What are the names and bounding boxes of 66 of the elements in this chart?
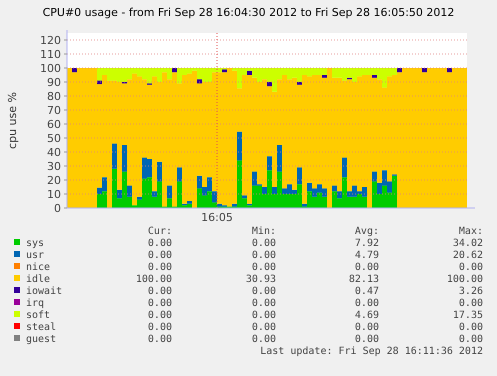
text: 0.00	[148, 310, 172, 321]
chart-title: CPU#0 usage - from Fri Sep 28 16:04:30 2012 to Fri Sep 28 16:05:50 2012	[42, 6, 454, 19]
text: 0.00	[354, 298, 379, 309]
text: 0.00	[252, 334, 276, 345]
y-tick-label: 80	[47, 90, 61, 103]
text: 0.00	[354, 334, 379, 345]
legend-label: sys	[26, 238, 44, 249]
legend-label: idle	[26, 274, 50, 285]
y-tick-label: 120	[40, 34, 61, 47]
text: Min:	[252, 226, 276, 237]
text: 100.00	[446, 274, 483, 285]
y-tick-label: 40	[47, 146, 61, 159]
y-tick-label: 10	[47, 188, 61, 201]
text: 0.00	[252, 238, 276, 249]
text: 4.69	[354, 310, 379, 321]
y-axis-title: cpu use %	[6, 92, 19, 149]
text: 100.00	[136, 274, 172, 285]
text: Cur:	[148, 226, 172, 237]
text: 0.00	[148, 298, 172, 309]
legend-label: steal	[26, 322, 56, 333]
text: 0.00	[252, 262, 276, 273]
text: 0.00	[458, 334, 483, 345]
legend-label: iowait	[26, 286, 62, 297]
text: 4.79	[354, 250, 379, 261]
y-tick-label: 50	[47, 132, 61, 145]
text: 0.00	[354, 322, 379, 333]
text: 0.00	[252, 298, 276, 309]
y-tick-label: 0	[54, 202, 61, 215]
y-tick-label: 70	[47, 104, 61, 117]
legend-label: usr	[26, 250, 44, 261]
text: 3.26	[458, 286, 483, 297]
text: 20.62	[452, 250, 483, 261]
text: 0.00	[252, 250, 276, 261]
text: 0.00	[148, 262, 172, 273]
text: 0.00	[458, 262, 483, 273]
text: 17.35	[452, 310, 483, 321]
text: 30.93	[246, 274, 276, 285]
y-tick-label: 110	[40, 48, 61, 61]
text: 0.00	[458, 322, 483, 333]
y-tick-label: 20	[47, 174, 61, 187]
text: 0.00	[148, 334, 172, 345]
text: 0.00	[252, 322, 276, 333]
text: 0.00	[252, 310, 276, 321]
text: 0.00	[252, 286, 276, 297]
legend-label: soft	[26, 310, 50, 321]
text: 0.00	[458, 298, 483, 309]
legend-label: nice	[26, 262, 50, 273]
text: 0.00	[148, 238, 172, 249]
x-tick-label: 16:05	[201, 211, 233, 224]
text: 0.00	[148, 250, 172, 261]
text: 82.13	[348, 274, 379, 285]
text: 7.92	[354, 238, 379, 249]
text: 0.00	[148, 322, 172, 333]
y-tick-label: 60	[47, 118, 61, 131]
text: 34.02	[452, 238, 483, 249]
text: 0.00	[354, 262, 379, 273]
text: Last update: Fri Sep 28 16:11:36 2012	[260, 346, 483, 357]
y-tick-label: 30	[47, 160, 61, 173]
legend-label: guest	[26, 334, 56, 345]
text: Max:	[458, 226, 483, 237]
legend-label: irq	[26, 298, 44, 309]
text: 0.00	[148, 286, 172, 297]
y-tick-label: 90	[47, 76, 61, 89]
text: 0.47	[354, 286, 379, 297]
y-tick-label: 100	[40, 62, 61, 75]
text: Avg:	[354, 226, 379, 237]
